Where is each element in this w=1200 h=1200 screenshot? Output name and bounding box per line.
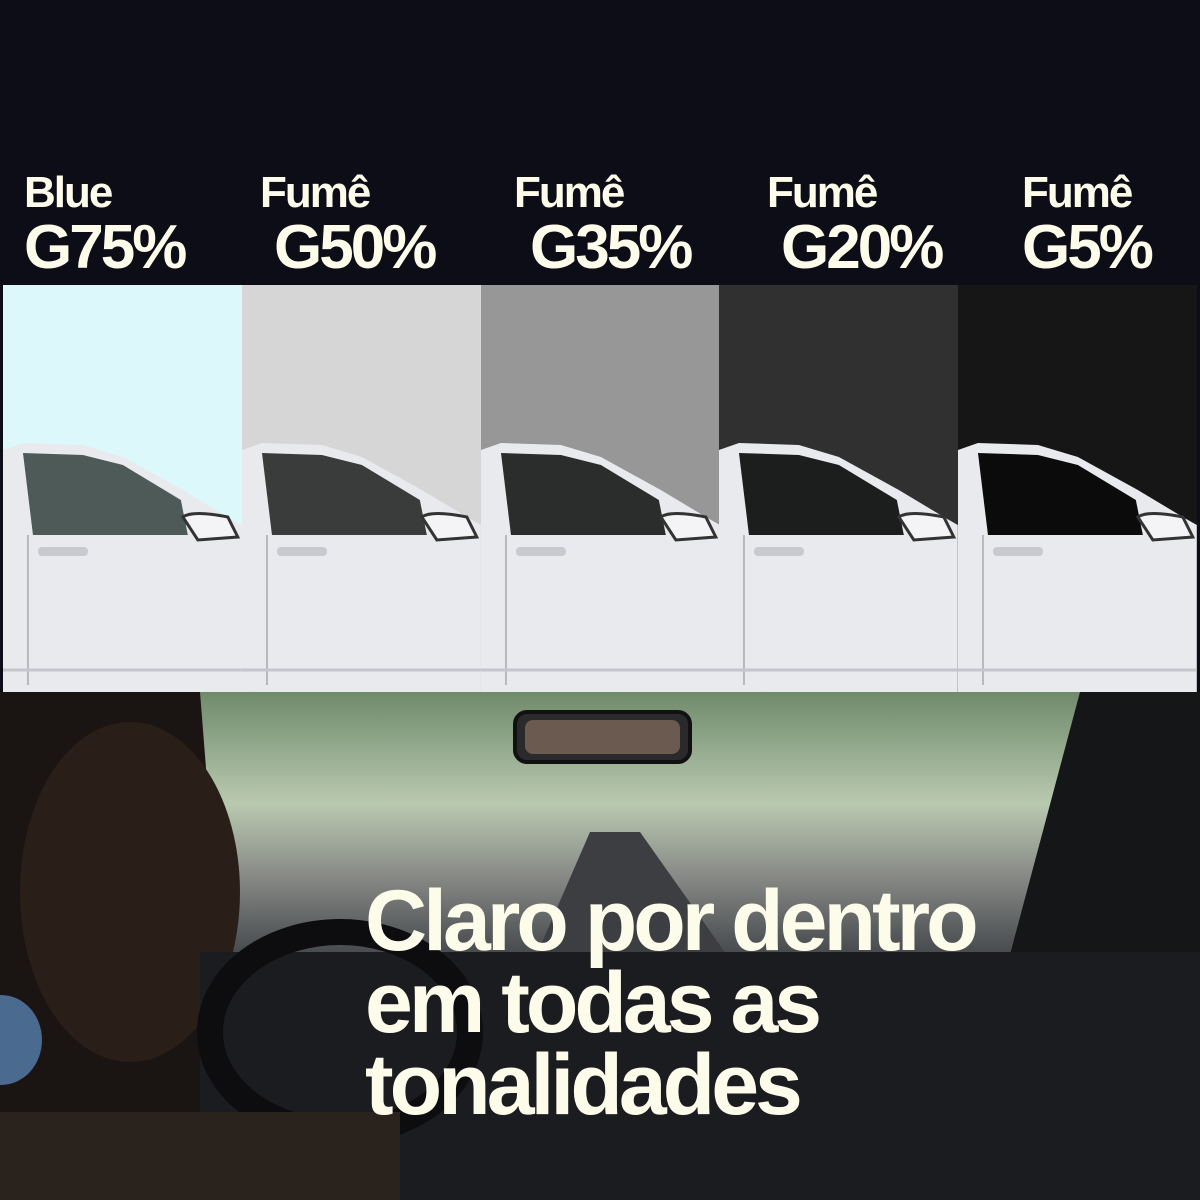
tint-panel-3	[480, 285, 720, 692]
tint-label-2: Fumê G50%	[260, 168, 437, 282]
car-door-illustration	[480, 443, 720, 692]
tint-panel-2	[241, 285, 481, 692]
car-interior-photo	[0, 692, 1200, 1200]
tint-value: G35%	[530, 213, 693, 282]
headline: Claro por dentro em todas as tonalidades	[365, 873, 979, 1133]
tint-type: Fumê	[1022, 168, 1133, 217]
tint-label-4: Fumê G20%	[767, 168, 944, 282]
tint-type: Fumê	[767, 168, 878, 217]
tint-panel-5	[958, 285, 1197, 692]
tint-value: G20%	[781, 213, 944, 282]
tint-panel-4	[719, 285, 959, 692]
headline-line-1: Claro por dentro	[365, 873, 979, 969]
tint-value: G50%	[274, 213, 437, 282]
car-door-illustration	[719, 443, 959, 692]
headline-line-3: tonalidades	[365, 1037, 803, 1133]
tint-value: G75%	[24, 213, 187, 282]
tint-type: Fumê	[514, 168, 625, 217]
tint-label-3: Fumê G35%	[514, 168, 693, 282]
tint-panel-1	[3, 285, 242, 692]
tint-value: G5%	[1022, 213, 1154, 282]
headline-line-2: em todas as	[365, 955, 822, 1051]
car-door-illustration	[241, 443, 481, 692]
tint-label-5: Fumê G5%	[1022, 168, 1154, 282]
interior-scene	[0, 692, 1200, 1200]
tint-type: Blue	[24, 168, 113, 217]
tint-comparison-panels	[3, 285, 1197, 692]
tint-label-1: Blue G75%	[24, 168, 187, 282]
tint-type: Fumê	[260, 168, 371, 217]
car-door-illustration	[958, 443, 1197, 692]
car-door-illustration	[3, 443, 242, 692]
